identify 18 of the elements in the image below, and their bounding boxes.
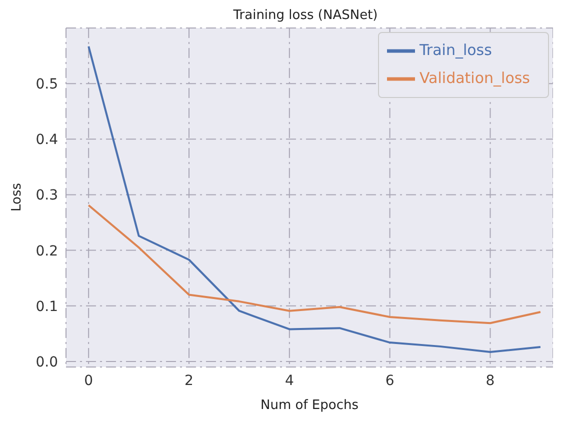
y-tick-label: 0.4 [36,132,58,148]
chart-title: Training loss (NASNet) [232,8,379,25]
y-tick-label: 0.0 [36,354,58,370]
y-axis-title: Loss [10,182,25,212]
y-tick-label: 0.3 [36,188,58,204]
legend-label: Train_loss [419,41,492,60]
x-tick-label: 0 [84,372,94,389]
x-tick-label: 2 [184,372,194,389]
y-tick-label: 0.5 [36,76,58,93]
x-tick-label: 6 [385,372,394,389]
y-tick-label: 0.1 [36,298,58,315]
x-tick-label: 8 [486,372,495,389]
x-tick-label: 4 [284,372,294,389]
line-series [88,45,542,353]
line-series [88,204,542,324]
legend-label: Validation_loss [419,69,530,88]
x-axis-title: Num of Epochs [260,398,359,413]
y-tick-label: 0.2 [36,243,58,260]
